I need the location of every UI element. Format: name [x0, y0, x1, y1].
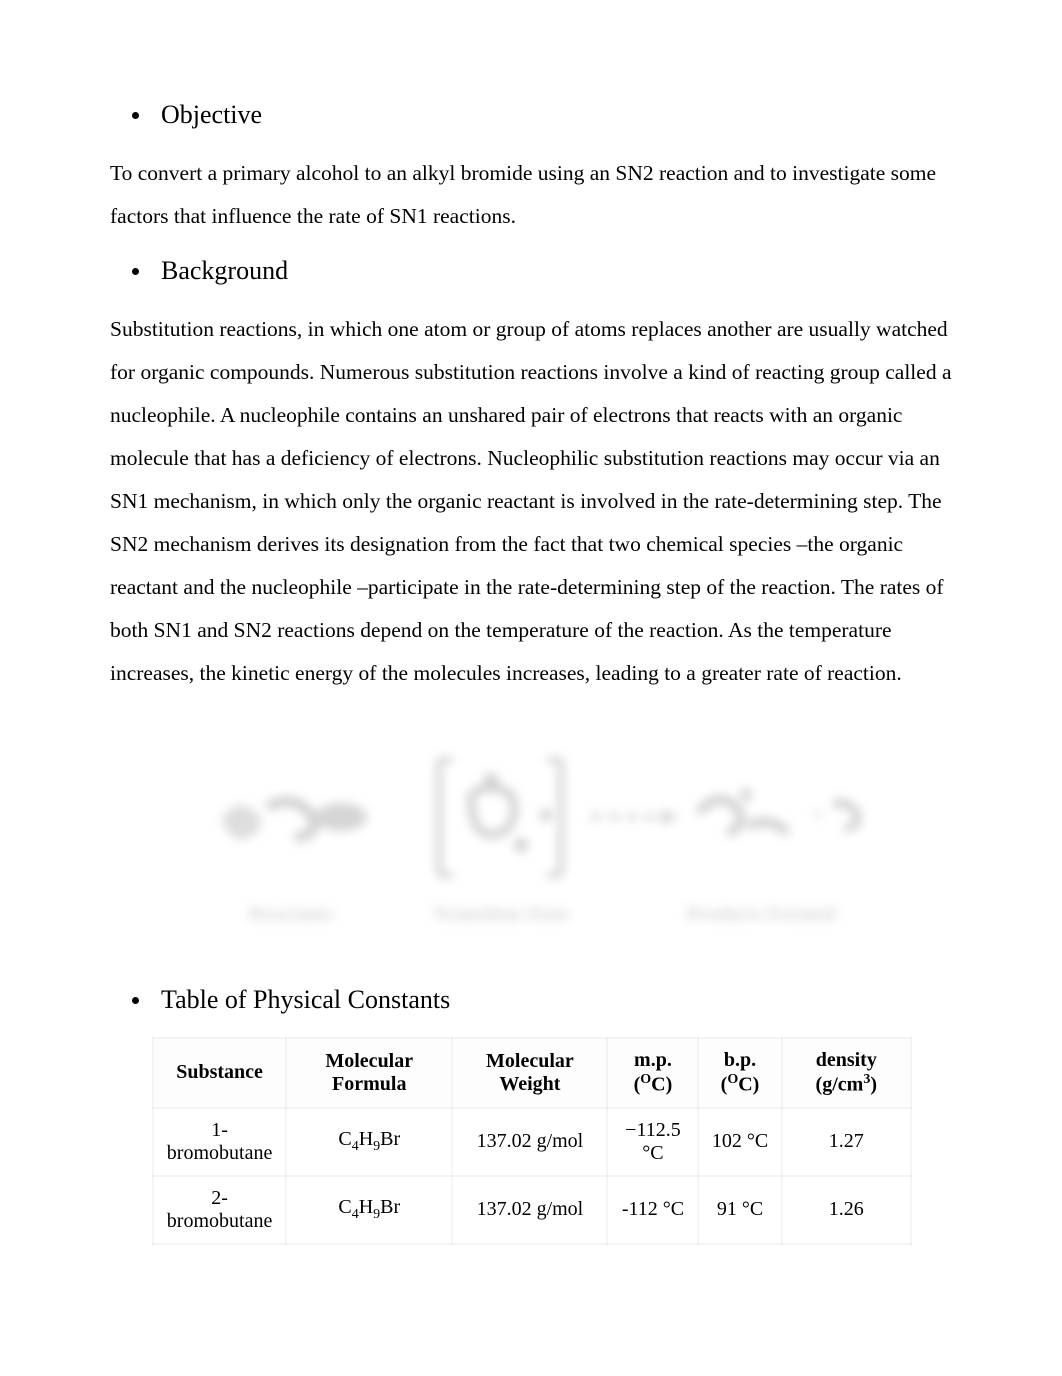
table-row: 1-bromobutane C4H9Br 137.02 g/mol −112.5… [153, 1108, 911, 1176]
col-weight: Molecular Weight [452, 1038, 607, 1108]
col-density: density (g/cm3) [782, 1038, 911, 1108]
objective-body: To convert a primary alcohol to an alkyl… [110, 152, 952, 238]
cell-mp: −112.5 °C [607, 1108, 698, 1176]
cell-weight: 137.02 g/mol [452, 1108, 607, 1176]
diagram-label-transition: Transition State [433, 903, 570, 925]
cell-substance: 2-bromobutane [153, 1176, 286, 1244]
objective-header: Objective [132, 100, 952, 130]
physical-constants-table-wrap: Substance Molecular Formula Molecular We… [152, 1037, 952, 1245]
cell-density: 1.26 [782, 1176, 911, 1244]
svg-text:+: + [811, 803, 825, 829]
cell-density: 1.27 [782, 1108, 911, 1176]
physical-constants-table: Substance Molecular Formula Molecular We… [152, 1037, 912, 1245]
cell-formula: C4H9Br [286, 1176, 452, 1244]
cell-substance: 1-bromobutane [153, 1108, 286, 1176]
table-section-title: Table of Physical Constants [161, 985, 450, 1015]
col-substance: Substance [153, 1038, 286, 1108]
objective-title: Objective [161, 100, 262, 130]
background-header: Background [132, 256, 952, 286]
cell-bp: 91 °C [698, 1176, 781, 1244]
diagram-label-reactants: Reactants [249, 903, 334, 925]
table-header-row: Substance Molecular Formula Molecular We… [153, 1038, 911, 1108]
table-section-header: Table of Physical Constants [132, 985, 952, 1015]
table-row: 2-bromobutane C4H9Br 137.02 g/mol -112 °… [153, 1176, 911, 1244]
bullet-icon [132, 997, 139, 1004]
reaction-diagram-svg: + Reactants Transition State Products Fo… [191, 725, 871, 945]
cell-bp: 102 °C [698, 1108, 781, 1176]
reaction-diagram: + Reactants Transition State Products Fo… [110, 725, 952, 945]
cell-weight: 137.02 g/mol [452, 1176, 607, 1244]
bullet-icon [132, 268, 139, 275]
background-title: Background [161, 256, 288, 286]
bullet-icon [132, 112, 139, 119]
background-body: Substitution reactions, in which one ato… [110, 308, 952, 695]
col-formula: Molecular Formula [286, 1038, 452, 1108]
diagram-label-products: Products Formed [686, 903, 835, 925]
col-bp: b.p. (OC) [698, 1038, 781, 1108]
cell-mp: -112 °C [607, 1176, 698, 1244]
col-mp: m.p. (OC) [607, 1038, 698, 1108]
cell-formula: C4H9Br [286, 1108, 452, 1176]
